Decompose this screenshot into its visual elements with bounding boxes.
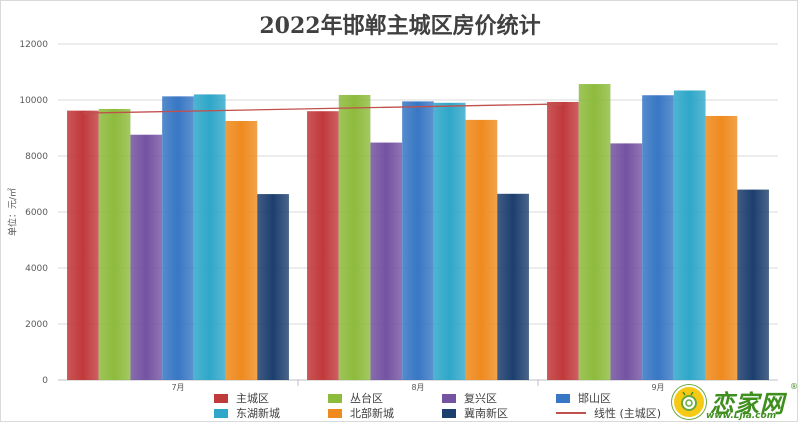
bar-北部新城-7月 bbox=[225, 121, 258, 380]
bar-冀南新区-9月 bbox=[737, 189, 769, 380]
logo-brand: 恋家网 bbox=[710, 390, 785, 418]
y-tick-label: 12000 bbox=[19, 40, 48, 50]
bar-复兴区-7月 bbox=[130, 134, 163, 380]
y-tick-label: 10000 bbox=[19, 96, 48, 106]
y-tick-label: 0 bbox=[42, 376, 48, 386]
x-tick-label: 9月 bbox=[651, 383, 664, 392]
trendline bbox=[82, 103, 563, 114]
y-tick-label: 6000 bbox=[25, 208, 48, 218]
legend-swatch bbox=[556, 393, 570, 403]
legend-item: 北部新城 bbox=[328, 405, 394, 421]
legend-label: 北部新城 bbox=[350, 407, 394, 420]
snail-logo-icon bbox=[672, 384, 706, 419]
bar-邯山区-8月 bbox=[402, 101, 434, 381]
bar-北部新城-9月 bbox=[705, 115, 738, 381]
bar-主城区-8月 bbox=[307, 111, 339, 380]
legend-label: 丛台区 bbox=[350, 392, 383, 405]
bar-主城区-7月 bbox=[67, 110, 99, 380]
y-tick-label: 8000 bbox=[25, 152, 48, 162]
site-logo: 恋家网 www.Ljia.com ® bbox=[672, 382, 798, 421]
bar-东湖新城-7月 bbox=[193, 94, 226, 381]
y-tick-label: 4000 bbox=[25, 264, 48, 274]
legend-swatch bbox=[328, 408, 342, 418]
legend-label: 复兴区 bbox=[464, 392, 497, 405]
chart-title: 2022年邯郸主城区房价统计 bbox=[259, 13, 541, 39]
logo-url: www.Ljia.com bbox=[706, 411, 777, 421]
legend-label: 线性 (主城区) bbox=[594, 407, 662, 420]
y-tick-label: 2000 bbox=[25, 320, 48, 330]
legend-swatch bbox=[442, 408, 456, 418]
bar-丛台区-8月 bbox=[338, 94, 371, 381]
bar-邯山区-9月 bbox=[642, 95, 674, 381]
legend-item: 东湖新城 bbox=[214, 405, 280, 421]
legend-item: 主城区 bbox=[214, 390, 269, 406]
legend-swatch bbox=[214, 408, 228, 418]
legend-swatch bbox=[328, 393, 342, 403]
legend-item: 邯山区 bbox=[556, 390, 611, 406]
bar-复兴区-9月 bbox=[610, 143, 643, 380]
bar-东湖新城-9月 bbox=[673, 90, 706, 380]
bar-主城区-9月 bbox=[547, 101, 579, 381]
bar-东湖新城-8月 bbox=[433, 102, 466, 381]
bar-北部新城-8月 bbox=[465, 119, 498, 380]
legend-line-marker bbox=[556, 412, 586, 414]
bar-冀南新区-7月 bbox=[257, 194, 289, 380]
legend-item: 丛台区 bbox=[328, 390, 383, 406]
legend-label: 主城区 bbox=[236, 392, 269, 405]
bar-邯山区-7月 bbox=[162, 96, 194, 381]
legend-item: 线性 (主城区) bbox=[556, 405, 661, 421]
legend-item: 复兴区 bbox=[442, 390, 497, 406]
legend-label: 东湖新城 bbox=[236, 407, 280, 420]
logo-registered-mark: ® bbox=[790, 382, 798, 391]
legend-swatch bbox=[214, 393, 228, 403]
legend-label: 邯山区 bbox=[578, 392, 611, 405]
bar-丛台区-9月 bbox=[578, 84, 611, 380]
legend-label: 冀南新区 bbox=[464, 407, 508, 420]
x-tick-label: 8月 bbox=[411, 383, 424, 392]
bar-复兴区-8月 bbox=[370, 142, 403, 380]
bar-冀南新区-8月 bbox=[497, 193, 529, 380]
legend-item: 冀南新区 bbox=[442, 405, 508, 421]
x-tick-label: 7月 bbox=[171, 383, 184, 392]
legend-swatch bbox=[442, 393, 456, 403]
bar-丛台区-7月 bbox=[98, 108, 131, 381]
